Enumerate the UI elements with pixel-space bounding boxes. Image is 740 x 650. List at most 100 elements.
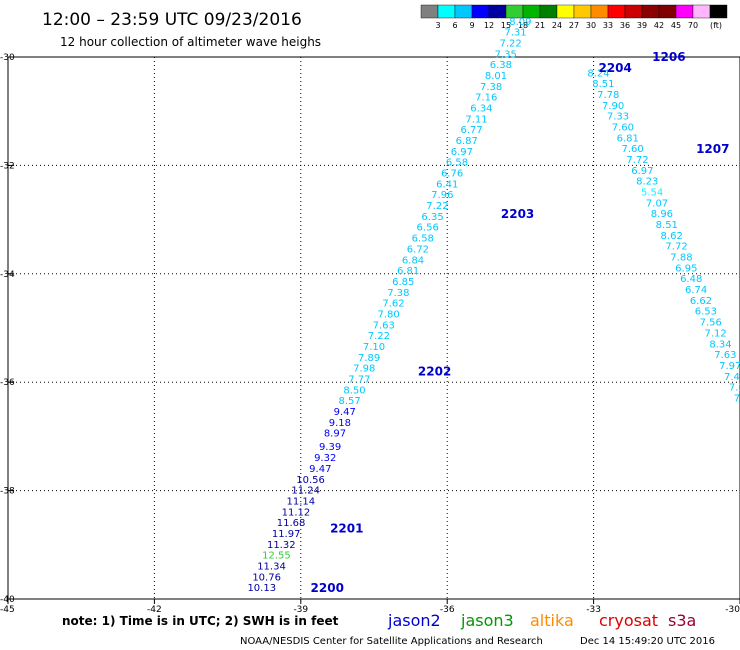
colorbar-label: 70 — [688, 21, 698, 30]
colorbar-swatch — [437, 4, 456, 19]
colorbar-label: 3 — [435, 21, 440, 30]
wave-height-label: 9.39 — [319, 442, 341, 453]
wave-height-label: 7.80 — [378, 309, 400, 320]
wave-height-label: 6.97 — [451, 147, 473, 158]
wave-height-label: 11.32 — [267, 540, 296, 551]
colorbar-swatch — [641, 4, 660, 19]
wave-height-label: 7.77 — [348, 374, 370, 385]
wave-height-label: 7.63 — [373, 320, 395, 331]
wave-height-label: 8.09 — [509, 17, 531, 28]
colorbar-swatch — [658, 4, 677, 19]
wave-height-label: 6.56 — [417, 223, 439, 234]
wave-height-label: 7.07 — [646, 198, 668, 209]
colorbar-label: (ft) — [710, 21, 722, 30]
colorbar-label: 30 — [586, 21, 596, 30]
colorbar-label: 15 — [501, 21, 511, 30]
wave-height-label: 7.22 — [500, 38, 522, 49]
wave-height-label: 7.33 — [607, 112, 629, 123]
wave-height-label: 6.62 — [690, 296, 712, 307]
x-tick-label: -39 — [293, 605, 308, 615]
legend-altika: altika — [530, 611, 574, 630]
wave-height-label: 7.22 — [368, 331, 390, 342]
colorbar-label: 24 — [552, 21, 562, 30]
wave-height-label: 7.60 — [622, 144, 644, 155]
colorbar-swatch — [471, 4, 490, 19]
wave-height-label: 8.96 — [651, 209, 673, 220]
x-tick-label: -42 — [147, 605, 162, 615]
wave-height-label: 7.12 — [704, 328, 726, 339]
wave-height-label: 7.12 — [729, 383, 740, 394]
wave-height-label: 11.34 — [257, 561, 286, 572]
wave-height-label: 11.14 — [286, 496, 315, 507]
wave-height-label: 7.22 — [426, 201, 448, 212]
colorbar-swatch — [709, 4, 728, 19]
wave-height-label: 9.18 — [329, 418, 351, 429]
colorbar-swatch — [488, 4, 507, 19]
colorbar-swatch — [607, 4, 626, 19]
data-points: 10.1310.7611.3412.5511.3211.9711.6811.12… — [247, 17, 740, 594]
footer-timestamp: Dec 14 15:49:20 UTC 2016 — [580, 636, 715, 647]
wave-height-label: 7.97 — [719, 361, 740, 372]
wave-height-label: 8.62 — [661, 231, 683, 242]
wave-height-label: 6.95 — [675, 263, 697, 274]
wave-height-label: 6.97 — [631, 166, 653, 177]
colorbar-label: 33 — [603, 21, 613, 30]
colorbar-swatch — [624, 4, 643, 19]
wave-height-label: 7.89 — [358, 353, 380, 364]
plot-frame — [7, 56, 740, 600]
wave-height-label: 7.38 — [480, 82, 502, 93]
chart-subtitle: 12 hour collection of altimeter wave hei… — [60, 35, 321, 49]
wave-height-label: 8.01 — [485, 71, 507, 82]
wave-height-label: 10.13 — [247, 583, 276, 594]
wave-height-label: 9.47 — [309, 464, 331, 475]
wave-height-label: 11.24 — [291, 486, 320, 497]
pass-label: 2202 — [418, 364, 451, 378]
wave-height-label: 5.54 — [641, 188, 663, 199]
wave-height-label: 7.11 — [465, 114, 487, 125]
pass-label: 2201 — [330, 522, 363, 536]
colorbar-swatch — [573, 4, 592, 19]
y-tick-label: -34 — [0, 270, 15, 280]
y-tick-label: -40 — [0, 595, 15, 605]
pass-label: 1207 — [696, 142, 729, 156]
colorbar-label: 36 — [620, 21, 630, 30]
wave-height-label: 8.97 — [324, 429, 346, 440]
wave-height-label: 7.90 — [602, 101, 624, 112]
wave-height-label: 10.76 — [252, 572, 281, 583]
y-tick-label: -30 — [0, 53, 15, 63]
pass-label: 2204 — [598, 61, 631, 75]
wave-height-label: 6.58 — [446, 158, 468, 169]
wave-height-label: 7.38 — [387, 288, 409, 299]
y-tick-label: -32 — [0, 161, 15, 171]
wave-height-label: 9.32 — [314, 453, 336, 464]
wave-height-label: 7.35 — [495, 49, 517, 60]
colorbar-swatch — [692, 4, 711, 19]
wave-height-label: 6.77 — [460, 125, 482, 136]
wave-height-label: 6.84 — [402, 255, 424, 266]
wave-height-label: 6.41 — [436, 179, 458, 190]
footer-credit: NOAA/NESDIS Center for Satellite Applica… — [240, 636, 543, 647]
colorbar-label: 12 — [484, 21, 494, 30]
legend-cryosat: cryosat — [599, 611, 658, 630]
wave-height-label: 6.74 — [685, 285, 707, 296]
wave-height-label: 8.24 — [587, 68, 609, 79]
wave-height-label: 8.57 — [338, 396, 360, 407]
y-tick-label: -36 — [0, 378, 15, 388]
colorbar-label: 27 — [569, 21, 579, 30]
wave-height-label: 12.55 — [262, 551, 291, 562]
colorbar-swatch — [556, 4, 575, 19]
colorbar-label: 21 — [535, 21, 545, 30]
wave-height-label: 7.62 — [382, 299, 404, 310]
wave-height-label: 7.60 — [612, 122, 634, 133]
y-tick-label: -38 — [0, 487, 15, 497]
colorbar-swatch — [590, 4, 609, 19]
chart-title: 12:00 – 23:59 UTC 09/23/2016 — [42, 10, 302, 30]
wave-height-label: 7.31 — [504, 28, 526, 39]
wave-height-label: 6.58 — [412, 234, 434, 245]
wave-height-label: 7.72 — [665, 242, 687, 253]
wave-height-label: 6.35 — [421, 212, 443, 223]
colorbar-label: 18 — [518, 21, 528, 30]
y-axis-ticks: -30 -32 -34 -36 -38 -40 — [0, 53, 15, 605]
x-tick-label: -30 — [725, 605, 740, 615]
